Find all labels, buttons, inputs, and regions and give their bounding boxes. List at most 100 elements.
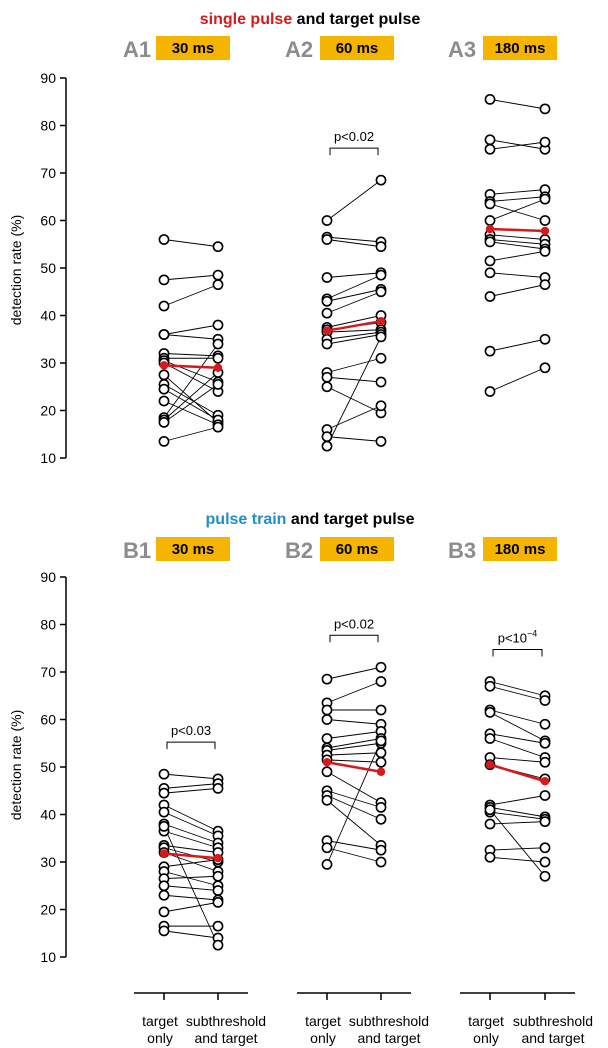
p-value: p<0.02 [334,616,374,631]
x-label-target-only: target [142,1013,178,1029]
panel-id: A2 [285,37,313,62]
data-point-subthreshold [375,735,387,747]
data-point-target-only [321,234,333,245]
mean-point [213,363,223,372]
subject-line [163,811,219,837]
subject-line [326,329,382,333]
subject-line [163,239,219,248]
data-point-subthreshold [375,241,387,253]
data-point-subthreshold [539,718,551,730]
subject-line [489,250,546,262]
subject-line [489,234,546,240]
duration-label: 30 ms [172,40,215,57]
x-label-subthreshold: and target [194,1030,257,1046]
panel-id: B3 [448,538,476,563]
subject-line [326,771,382,804]
subject-line [163,383,219,416]
subject-line [489,239,546,245]
subject-line [326,681,382,704]
data-point-target-only [158,329,170,340]
data-point-target-only [158,806,170,818]
subject-line [163,274,219,281]
mean-point [322,758,332,767]
row-b-title-rest: and target pulse [286,511,414,528]
panel-id: A3 [448,37,476,62]
data-point-target-only [321,794,333,806]
x-label-subthreshold: subthreshold [186,1013,266,1029]
data-point-target-only [158,383,170,395]
subject-line [163,324,219,335]
data-point-target-only [484,236,496,248]
data-point-target-only [484,93,496,105]
data-point-target-only [484,198,496,210]
data-point-target-only [158,889,170,901]
data-point-target-only [484,680,496,692]
subject-line [489,196,546,202]
panel-b2: B2 60 ms p<0.02 [285,537,394,870]
row-b-title: pulse train and target pulse [206,511,415,528]
subject-line [326,272,382,278]
mean-line [163,852,219,860]
subject-line [326,740,382,865]
x-label-subthreshold: subthreshold [513,1013,593,1029]
subject-line [326,336,382,447]
mean-point [213,854,223,863]
data-point-target-only [321,338,333,350]
data-point-target-only [321,704,333,716]
mean-point [485,224,495,234]
panel-a3: A3 180 ms [448,36,557,397]
subject-line [489,806,546,818]
subject-line [489,189,546,195]
data-point-subthreshold [212,338,224,350]
duration-label: 60 ms [336,541,379,558]
duration-badge [156,36,230,60]
subject-line [326,840,382,851]
significance-bracket [329,634,379,643]
subject-line [326,847,382,863]
subject-line [326,799,382,846]
subject-line [326,436,382,442]
y-tick-label: 10 [40,949,56,965]
row-a-title: single pulse and target pulse [200,11,421,28]
data-point-target-only [321,307,333,319]
data-point-subthreshold [539,816,551,828]
data-point-subthreshold [375,747,387,759]
data-point-subthreshold [375,756,387,768]
duration-badge [320,36,394,60]
data-point-target-only [484,804,496,816]
subject-line [489,709,546,725]
data-point-target-only [484,706,496,718]
data-point-target-only [321,295,333,307]
subject-line [489,198,546,221]
data-point-subthreshold [539,362,551,374]
p-value: p<0.03 [171,723,211,738]
subject-line [326,357,382,373]
data-point-subthreshold [539,245,551,257]
subject-line [163,426,219,442]
data-point-target-only [321,381,333,393]
mean-line [326,319,382,332]
y-axis-label-b: detection rate (%) [8,710,24,821]
subject-line [163,823,219,844]
panel-id: A1 [123,37,151,62]
subject-line [489,203,546,221]
data-point-subthreshold [212,421,224,433]
subject-line [489,338,546,352]
data-point-subthreshold [375,813,387,825]
duration-badge [483,537,557,561]
data-point-target-only [158,395,170,407]
data-point-subthreshold [375,676,387,687]
mean-point [485,760,495,769]
subject-line [326,376,382,383]
data-point-target-only [484,134,496,146]
x-label-subthreshold: and target [521,1030,584,1046]
subject-line [489,738,546,758]
y-tick-label: 20 [40,902,56,918]
subject-line [489,685,546,701]
data-point-subthreshold [375,801,387,813]
row-a-title-rest: and target pulse [292,11,420,28]
panel-id: B2 [285,538,313,563]
